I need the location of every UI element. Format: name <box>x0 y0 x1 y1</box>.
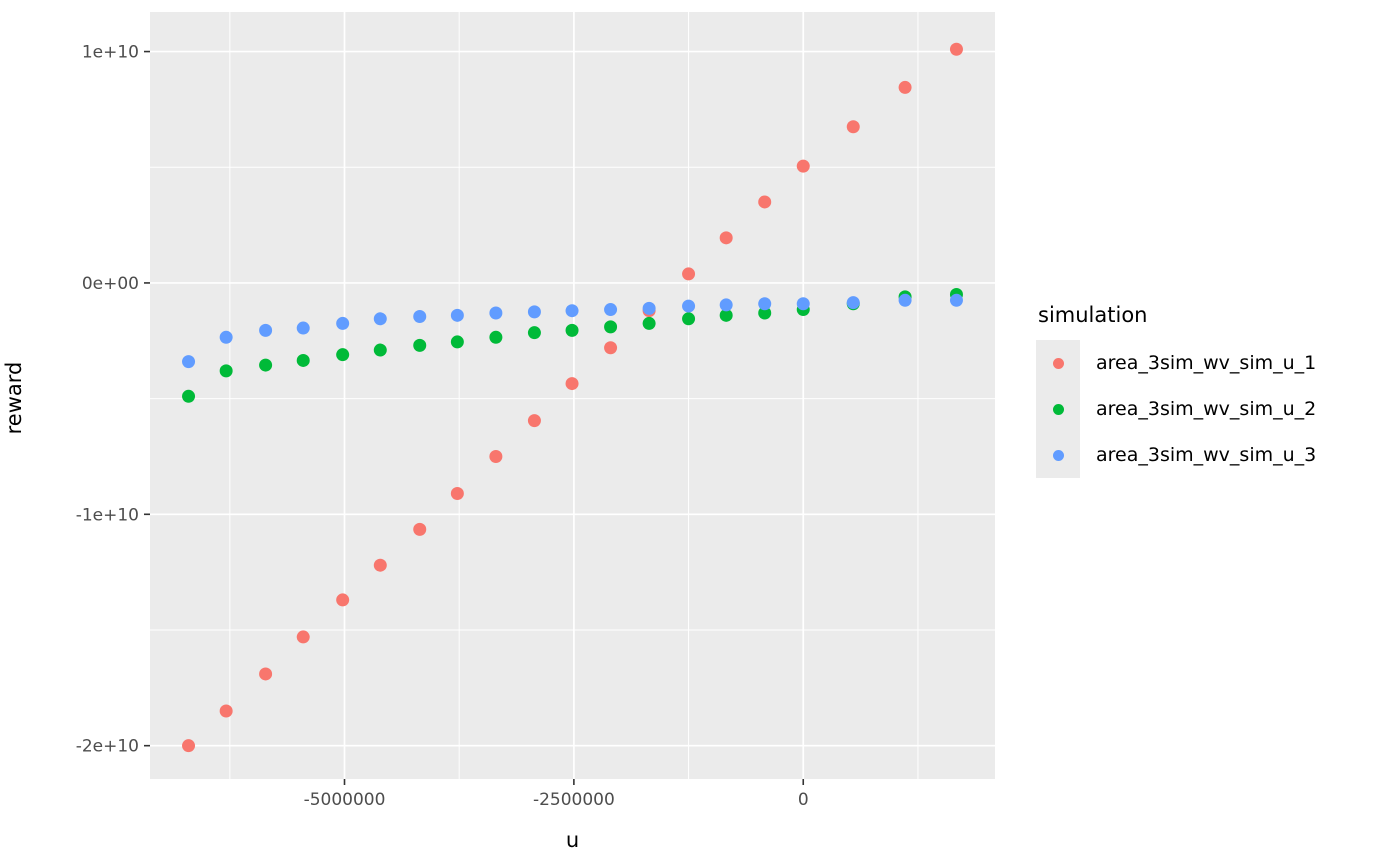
data-point <box>450 335 464 349</box>
data-point <box>527 305 541 319</box>
data-point <box>413 338 427 352</box>
data-point <box>527 326 541 340</box>
data-point <box>949 293 963 307</box>
x-tick-label: -5000000 <box>304 790 386 810</box>
data-point <box>219 704 233 718</box>
legend-label: area_3sim_wv_sim_u_3 <box>1096 444 1317 466</box>
data-point <box>682 299 696 313</box>
data-point <box>450 308 464 322</box>
x-tick-label: -2500000 <box>533 790 615 810</box>
data-point <box>846 120 860 134</box>
data-point <box>296 630 310 644</box>
legend: simulation area_3sim_wv_sim_u_1 area_3si… <box>1036 303 1316 478</box>
data-point <box>489 306 503 320</box>
legend-item: area_3sim_wv_sim_u_3 <box>1036 432 1316 478</box>
legend-key <box>1036 340 1080 386</box>
data-point <box>219 364 233 378</box>
data-point <box>565 304 579 318</box>
x-tick-label: 0 <box>798 790 809 810</box>
data-point <box>489 449 503 463</box>
data-point <box>682 312 696 326</box>
data-point <box>898 80 912 94</box>
data-point <box>758 306 772 320</box>
legend-dot-icon <box>1052 357 1064 369</box>
legend-label: area_3sim_wv_sim_u_1 <box>1096 352 1317 374</box>
data-point <box>489 330 503 344</box>
data-point <box>949 42 963 56</box>
data-point <box>182 739 196 753</box>
data-point <box>219 330 233 344</box>
data-point <box>758 297 772 311</box>
y-tick-label: -1e+10 <box>76 505 139 525</box>
y-tick-label: 0e+00 <box>82 274 139 294</box>
data-point <box>296 353 310 367</box>
y-tick-label: 1e+10 <box>82 43 139 63</box>
data-point <box>898 293 912 307</box>
data-point <box>259 667 273 681</box>
data-point <box>604 341 618 355</box>
data-point <box>373 558 387 572</box>
data-point <box>259 358 273 372</box>
data-point <box>296 321 310 335</box>
legend-title: simulation <box>1038 303 1148 327</box>
y-tick-label: -2e+10 <box>76 737 139 757</box>
data-point <box>336 593 350 607</box>
legend-key <box>1036 386 1080 432</box>
data-point <box>604 320 618 334</box>
data-point <box>373 343 387 357</box>
legend-items: area_3sim_wv_sim_u_1 area_3sim_wv_sim_u_… <box>1036 340 1316 478</box>
data-point <box>565 323 579 337</box>
data-point <box>259 323 273 337</box>
legend-key <box>1036 432 1080 478</box>
data-point <box>642 316 656 330</box>
legend-item: area_3sim_wv_sim_u_1 <box>1036 340 1316 386</box>
data-point <box>682 267 696 281</box>
data-point <box>182 389 196 403</box>
data-point <box>719 231 733 245</box>
legend-dot-icon <box>1052 449 1064 461</box>
data-point <box>565 377 579 391</box>
panel-background <box>150 12 995 779</box>
y-axis-title: reward <box>2 361 26 435</box>
data-point <box>373 312 387 326</box>
data-point <box>336 316 350 330</box>
data-point <box>846 296 860 310</box>
data-point <box>527 414 541 428</box>
data-point <box>182 355 196 369</box>
data-point <box>796 159 810 173</box>
data-point <box>642 301 656 315</box>
x-axis-title: u <box>565 828 580 852</box>
legend-item: area_3sim_wv_sim_u_2 <box>1036 386 1316 432</box>
data-point <box>719 308 733 322</box>
legend-label: area_3sim_wv_sim_u_2 <box>1096 398 1317 420</box>
data-point <box>450 486 464 500</box>
data-point <box>604 303 618 317</box>
data-point <box>719 298 733 312</box>
legend-dot-icon <box>1052 403 1064 415</box>
data-point <box>796 297 810 311</box>
data-point <box>336 348 350 362</box>
data-point <box>758 195 772 209</box>
data-point <box>413 522 427 536</box>
data-point <box>413 309 427 323</box>
